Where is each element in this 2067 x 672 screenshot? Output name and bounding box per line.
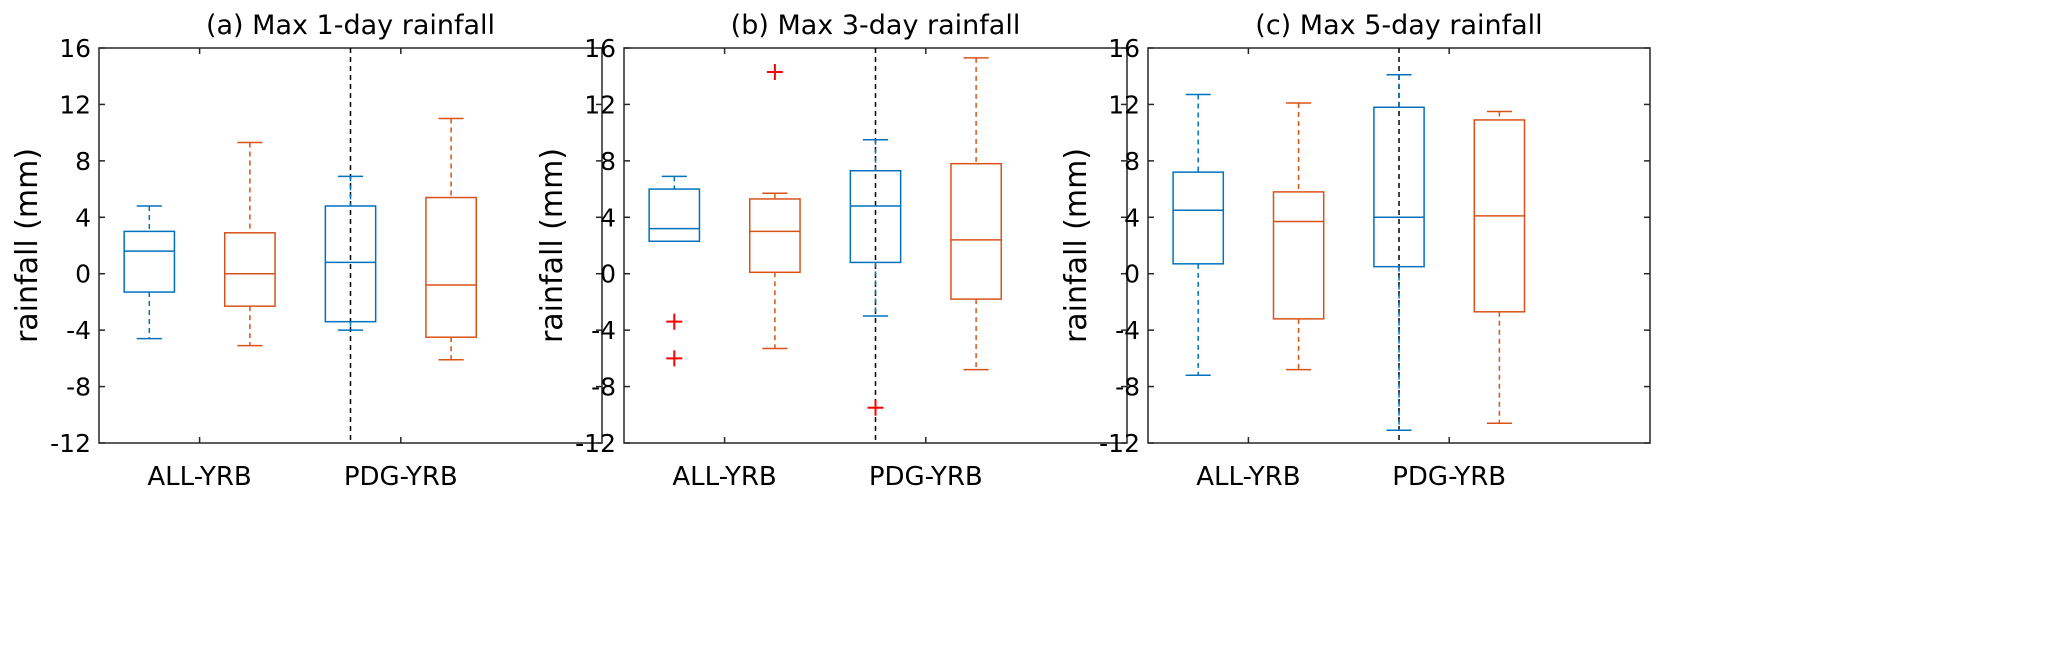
y-tick-label: -8 (591, 373, 616, 402)
panel-a: (a) Max 1-day rainfall rainfall (mm) 16 12 8… (10, 10, 603, 492)
y-tick-label: 4 (600, 203, 616, 232)
y-tick-label: 12 (584, 90, 616, 119)
y-tick-label: 16 (584, 34, 616, 63)
x-tick-label: PDG-YRB (1392, 462, 1506, 492)
iqr-box (749, 198, 801, 274)
x-tick-label: ALL-YRB (1196, 462, 1300, 492)
iqr-box (1373, 106, 1425, 268)
box-all-yrb-orange (749, 63, 801, 350)
y-tick-label: 8 (1124, 147, 1140, 176)
y-tick-label: 4 (75, 203, 91, 232)
y-tick-label: -12 (50, 429, 91, 458)
y-tick-label: 16 (1108, 34, 1140, 63)
y-tick-label: -4 (591, 316, 616, 345)
y-tick-label: -8 (1115, 373, 1140, 402)
box-all-yrb-blue (123, 205, 176, 340)
panel-c: (c) Max 5-day rainfall rainfall (mm) 16 12 8… (1059, 10, 1651, 492)
iqr-box (324, 205, 377, 323)
box-pdg-yrb-orange (1473, 110, 1526, 424)
iqr-box (648, 188, 701, 243)
x-tick-label: ALL-YRB (672, 462, 776, 492)
chart-title: (b) Max 3-day rainfall (731, 10, 1021, 41)
x-tick-label: ALL-YRB (147, 462, 251, 492)
box-pdg-yrb-blue (849, 138, 902, 416)
y-tick-label: 0 (1124, 260, 1140, 289)
iqr-box (849, 169, 902, 264)
chart-title: (a) Max 1-day rainfall (206, 10, 495, 41)
y-tick-label: 0 (600, 260, 616, 289)
y-axis-label: rainfall (mm) (10, 148, 45, 343)
box-pdg-yrb-orange (950, 57, 1003, 371)
box-all-yrb-blue (648, 175, 701, 367)
outlier-marker (666, 350, 683, 367)
y-axis-label: rainfall (mm) (1059, 148, 1094, 343)
box-all-yrb-orange (224, 141, 276, 347)
panel-b: (b) Max 3-day rainfall rainfall (mm) 16 12 8… (535, 10, 1128, 492)
y-axis-label: rainfall (mm) (535, 148, 570, 343)
box-pdg-yrb-blue (324, 175, 377, 331)
iqr-box (425, 196, 478, 338)
y-tick-label: -12 (575, 429, 616, 458)
iqr-box (1172, 171, 1225, 265)
box-pdg-yrb-blue (1373, 74, 1425, 432)
box-all-yrb-orange (1272, 102, 1325, 371)
y-tick-label: 16 (59, 34, 91, 63)
y-tick-label: 0 (75, 260, 91, 289)
y-tick-label: -4 (1115, 316, 1140, 345)
iqr-box (123, 230, 176, 293)
outlier-marker (666, 313, 683, 330)
iqr-box (1272, 191, 1325, 320)
y-tick-label: 12 (59, 90, 91, 119)
iqr-box (224, 232, 276, 307)
chart-title: (c) Max 5-day rainfall (1255, 10, 1542, 41)
y-tick-label: 4 (1124, 203, 1140, 232)
y-tick-label: 12 (1108, 90, 1140, 119)
box-all-yrb-blue (1172, 93, 1225, 377)
x-tick-label: PDG-YRB (869, 462, 983, 492)
y-tick-label: -8 (66, 373, 91, 402)
y-tick-label: -4 (66, 316, 91, 345)
y-tick-label: 8 (600, 147, 616, 176)
outlier-marker (867, 399, 884, 416)
outlier-marker (766, 63, 783, 80)
y-tick-label: -12 (1099, 429, 1140, 458)
x-tick-label: PDG-YRB (344, 462, 458, 492)
iqr-box (950, 162, 1003, 300)
y-tick-label: 8 (75, 147, 91, 176)
box-pdg-yrb-orange (425, 117, 478, 361)
